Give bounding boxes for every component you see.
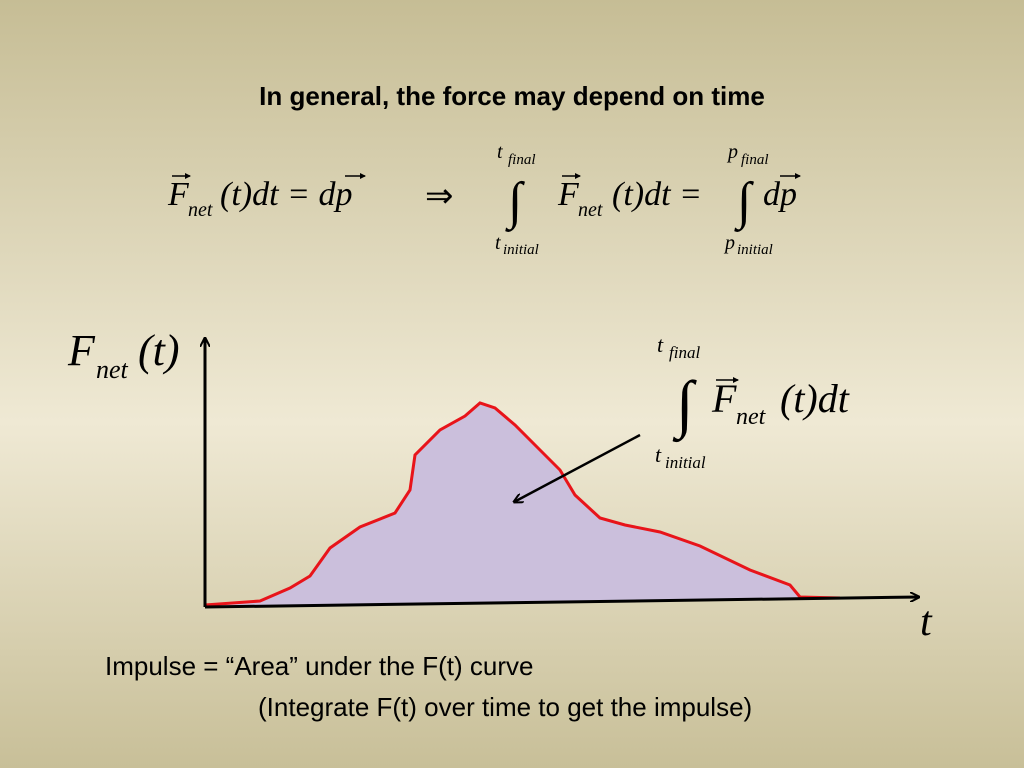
lower-limit: t — [655, 442, 662, 467]
y-label-symbol: F — [67, 326, 96, 375]
y-label-rest: (t) — [138, 326, 180, 375]
eq-subscript: net — [188, 199, 213, 221]
upper-limit: t — [497, 141, 503, 163]
integral-sign: ∫ — [672, 368, 697, 443]
lower-limit-sub: initial — [503, 242, 539, 258]
lower-limit: t — [495, 232, 501, 254]
slide-title: In general, the force may depend on time — [259, 81, 765, 111]
implies: ⇒ — [425, 178, 454, 215]
eq-rest: (t)dt = — [612, 176, 702, 213]
upper-limit-sub: final — [669, 343, 700, 362]
x-label: t — [920, 599, 933, 645]
upper-limit-sub: final — [508, 152, 536, 168]
eq-symbol: F — [167, 176, 190, 213]
y-label-subscript: net — [96, 355, 129, 384]
lower-limit: p — [723, 232, 735, 254]
annotation-rest: (t)dt — [780, 376, 850, 421]
lower-limit-sub: initial — [665, 453, 706, 472]
eq-rest: (t)dt = dp — [220, 176, 352, 213]
upper-limit-sub: final — [741, 152, 769, 168]
integral-sign: ∫ — [734, 173, 754, 232]
upper-limit: p — [726, 141, 738, 163]
upper-limit: t — [657, 332, 664, 357]
integral-sign: ∫ — [505, 173, 525, 232]
annotation-arrow — [514, 433, 641, 502]
force-curve — [204, 401, 841, 607]
annotation-subscript: net — [736, 404, 767, 430]
annotation-symbol: F — [711, 376, 737, 421]
area-under-curve — [205, 403, 840, 607]
eq-subscript: net — [578, 199, 603, 221]
caption-line: (Integrate F(t) over time to get the imp… — [258, 692, 752, 722]
x-axis — [204, 597, 919, 609]
caption-line: Impulse = “Area” under the F(t) curve — [105, 651, 533, 681]
eq-symbol: F — [557, 176, 580, 213]
lower-limit-sub: initial — [737, 242, 773, 258]
eq-rest: dp — [763, 176, 797, 213]
